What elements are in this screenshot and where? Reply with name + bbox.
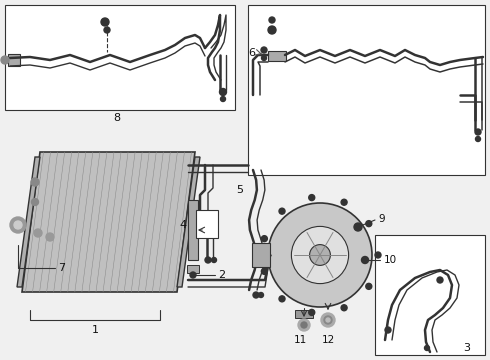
Circle shape xyxy=(269,17,275,23)
Bar xyxy=(187,265,199,273)
Circle shape xyxy=(190,272,196,278)
Bar xyxy=(268,51,286,61)
Circle shape xyxy=(326,318,330,322)
Circle shape xyxy=(341,199,347,205)
Text: 2: 2 xyxy=(219,270,225,280)
Circle shape xyxy=(31,198,39,206)
Bar xyxy=(8,54,20,66)
Circle shape xyxy=(1,56,9,64)
Text: 9: 9 xyxy=(379,214,385,224)
Bar xyxy=(196,210,218,238)
Circle shape xyxy=(309,195,315,201)
Circle shape xyxy=(354,223,362,231)
Bar xyxy=(375,235,485,355)
Circle shape xyxy=(437,277,443,283)
Bar xyxy=(188,200,198,260)
Circle shape xyxy=(279,208,285,214)
Circle shape xyxy=(301,322,307,328)
Circle shape xyxy=(205,257,211,263)
Text: 6: 6 xyxy=(248,48,255,58)
Text: 11: 11 xyxy=(294,335,307,345)
Circle shape xyxy=(279,296,285,302)
Circle shape xyxy=(220,89,226,95)
Circle shape xyxy=(310,244,330,265)
Text: 4: 4 xyxy=(179,220,187,230)
Circle shape xyxy=(268,203,372,307)
Circle shape xyxy=(261,47,267,53)
Circle shape xyxy=(261,236,268,242)
Circle shape xyxy=(309,309,315,315)
Circle shape xyxy=(259,292,264,297)
Circle shape xyxy=(424,346,430,351)
Circle shape xyxy=(341,305,347,311)
Polygon shape xyxy=(22,152,195,292)
Circle shape xyxy=(14,221,22,229)
Circle shape xyxy=(375,252,381,258)
Circle shape xyxy=(10,217,26,233)
Circle shape xyxy=(321,313,335,327)
Circle shape xyxy=(366,221,372,227)
Text: 10: 10 xyxy=(384,255,396,265)
Circle shape xyxy=(220,96,225,102)
Text: 8: 8 xyxy=(114,113,121,123)
Circle shape xyxy=(324,316,332,324)
Text: 1: 1 xyxy=(92,325,98,335)
Circle shape xyxy=(262,55,267,60)
Bar xyxy=(5,5,235,110)
Text: 7: 7 xyxy=(58,263,66,273)
Circle shape xyxy=(31,178,39,186)
Circle shape xyxy=(253,292,259,298)
Circle shape xyxy=(212,257,217,262)
Circle shape xyxy=(101,18,109,26)
Circle shape xyxy=(298,319,310,331)
Bar xyxy=(248,5,485,175)
Circle shape xyxy=(46,233,54,241)
Circle shape xyxy=(366,283,372,289)
Circle shape xyxy=(34,229,42,237)
Bar xyxy=(295,310,313,318)
Circle shape xyxy=(475,136,481,141)
Circle shape xyxy=(268,26,276,34)
Text: 12: 12 xyxy=(321,335,335,345)
Circle shape xyxy=(362,256,368,264)
Circle shape xyxy=(261,268,268,274)
Polygon shape xyxy=(17,157,40,287)
Polygon shape xyxy=(177,157,200,287)
Text: 3: 3 xyxy=(464,343,470,353)
Circle shape xyxy=(385,327,391,333)
Bar xyxy=(252,243,270,267)
Circle shape xyxy=(104,27,110,33)
Text: 5: 5 xyxy=(237,185,244,195)
Circle shape xyxy=(292,226,348,284)
Circle shape xyxy=(475,129,481,135)
